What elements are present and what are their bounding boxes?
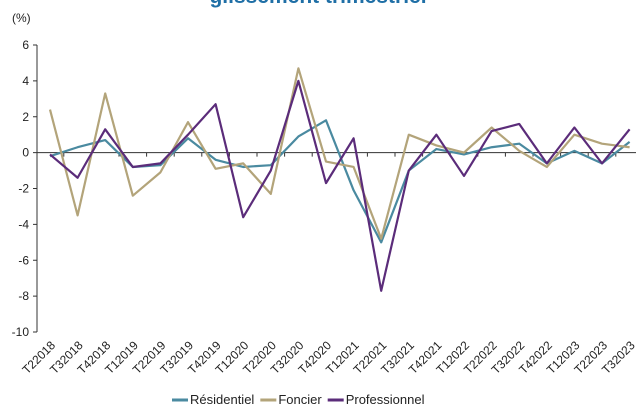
y-tick-label: -4	[18, 217, 29, 231]
legend: Résidentiel Foncier Professionnel	[172, 392, 425, 407]
y-tick-label: 6	[22, 38, 29, 52]
y-tick-label: -8	[18, 289, 29, 303]
y-tick-label: -6	[18, 253, 29, 267]
chart-title: glissement trimestriel	[209, 0, 426, 8]
y-tick-label: -10	[12, 325, 30, 339]
series-line	[48, 67, 630, 240]
legend-label: Professionnel	[346, 392, 425, 407]
legend-label: Foncier	[278, 392, 322, 407]
series-line	[49, 119, 631, 244]
y-tick-label: 4	[22, 74, 29, 88]
y-tick-label: 2	[22, 110, 29, 124]
series-line	[49, 79, 631, 292]
y-axis-label: (%)	[12, 11, 31, 25]
y-tick-label: 0	[22, 146, 29, 160]
y-tick-label: -2	[18, 182, 29, 196]
legend-label: Résidentiel	[190, 392, 254, 407]
